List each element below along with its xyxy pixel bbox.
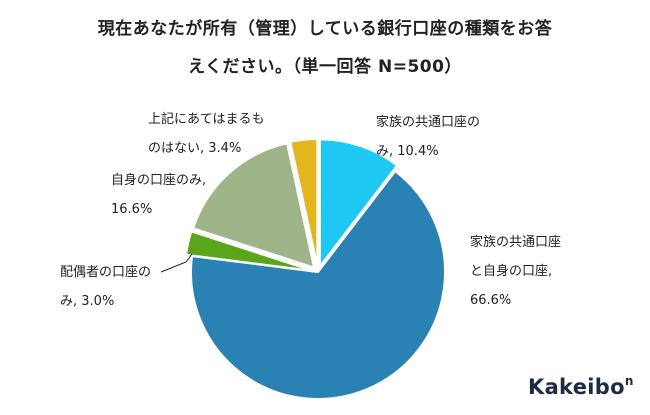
logo-text: Kakeibo <box>528 375 625 399</box>
slice-label-line: と自身の口座, <box>470 264 553 279</box>
slice-label-4: 自身の口座のみ, 16.6% <box>111 166 206 224</box>
slice-label-1: 家族の共通口座の み, 10.4% <box>376 108 480 166</box>
chart-title-line-2: えください。（単一回答 N=500） <box>188 57 462 77</box>
slice-label-line: 16.6% <box>111 202 153 217</box>
slice-label-line: 自身の口座のみ, <box>111 173 207 188</box>
leader-line-3 <box>160 253 193 273</box>
pie-slice-5 <box>289 138 319 267</box>
slice-label-line: 家族の共通口座の <box>376 115 481 130</box>
pie-slice-2 <box>190 169 446 400</box>
slice-label-line: 配偶者の口座の <box>60 265 152 280</box>
slice-label-line: のはない, 3.4% <box>148 141 242 156</box>
pie-slice-3 <box>185 230 313 272</box>
pie-slice-4 <box>191 142 316 270</box>
slice-label-line: 上記にあてはまるも <box>148 112 265 127</box>
slice-label-line: 家族の共通口座 <box>470 235 562 250</box>
chart-title-line-1: 現在あなたが所有（管理）している銀行口座の種類をお答 <box>97 19 553 39</box>
slice-label-line: 66.6% <box>470 293 512 308</box>
slice-label-line: み, 10.4% <box>376 144 439 159</box>
slice-label-3: 配偶者の口座の み, 3.0% <box>60 258 151 316</box>
slice-label-2: 家族の共通口座 と自身の口座, 66.6% <box>470 228 561 315</box>
kakeibon-logo: Kakeibon <box>528 374 634 399</box>
slice-label-line: み, 3.0% <box>60 294 115 309</box>
logo-suffix: n <box>624 374 634 388</box>
pie-slice-1 <box>318 138 399 270</box>
chart-title: 現在あなたが所有（管理）している銀行口座の種類をお答 えください。（単一回答 N… <box>0 10 650 86</box>
slice-label-5: 上記にあてはまるも のはない, 3.4% <box>148 105 264 163</box>
